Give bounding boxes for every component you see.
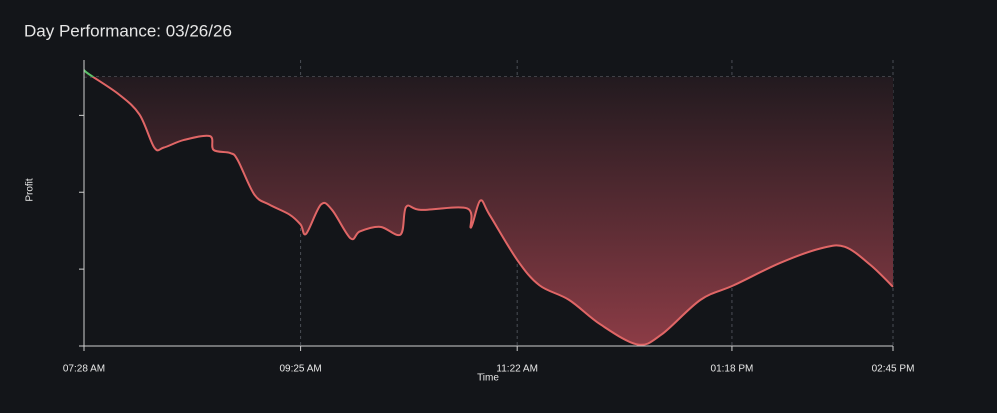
x-tick-label: 07:28 AM xyxy=(63,364,105,375)
chart-title: Day Performance: 03/26/26 xyxy=(24,21,232,40)
x-tick-label: 09:25 AM xyxy=(279,364,321,375)
y-axis-label: Profit xyxy=(25,178,36,202)
x-axis-label: Time xyxy=(477,373,499,384)
x-tick-label: 11:22 AM xyxy=(496,364,538,375)
line xyxy=(91,76,894,346)
area xyxy=(84,69,893,345)
x-tick-label: 02:45 PM xyxy=(872,364,915,375)
x-tick-label: 01:18 PM xyxy=(711,364,754,375)
